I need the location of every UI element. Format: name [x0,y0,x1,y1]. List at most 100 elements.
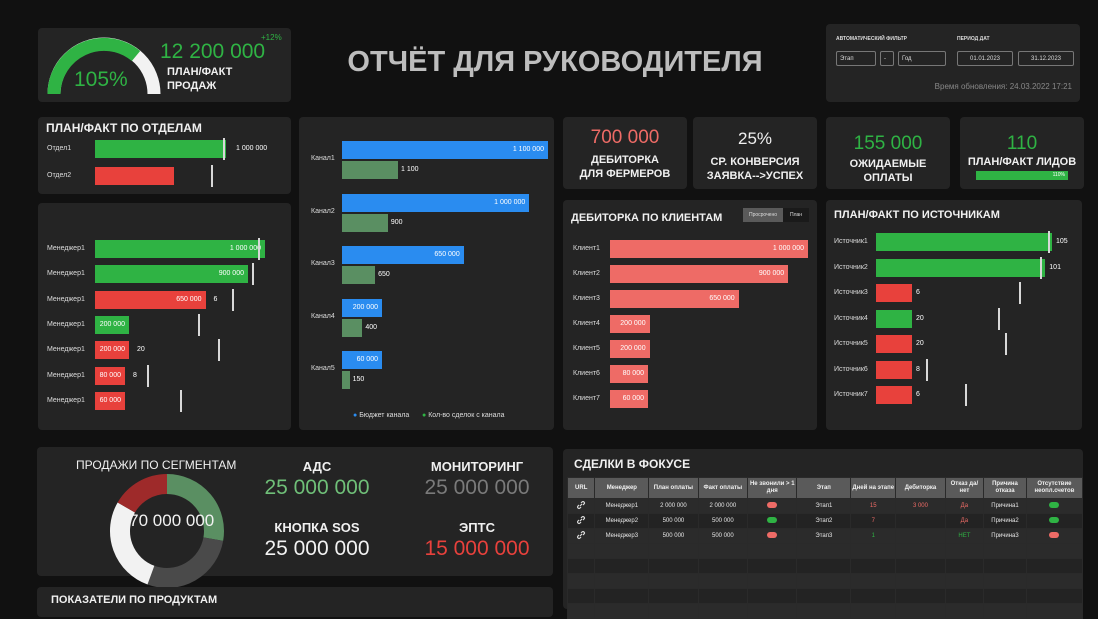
manager-value: 200 000 [99,320,125,328]
deal-stage: Этап2 [796,513,852,529]
kpi-debt-label-1: ДЕБИТОРКА [591,154,659,166]
source-label: Источник3 [834,289,868,296]
deals-body: Менеджер1 2 000 000 2 000 000 Этап1 15 3 000 Д… [566,498,1084,619]
channel-budget-bar [342,351,382,369]
deals-empty-cell [594,558,650,574]
deal-plan: 500 000 [648,528,699,544]
deals-column-header: Дебиторка [895,477,946,499]
channel-deals-bar [342,371,350,389]
deals-empty-cell [850,588,897,604]
sales-gauge [47,37,161,95]
sales-plan-fact-card: 105% 12 200 000 +12% ПЛАН/ФАКТ ПРОДАЖ [38,28,291,102]
department-target-tick [223,138,225,160]
deal-unpaid-indicator [1049,502,1060,508]
deals-row: Менеджер2 500 000 500 000 Этап2 7 Да Причина2 [566,513,1084,529]
kpi-leads-progress-label: 110% [1052,172,1065,178]
client-value: 200 000 [620,345,646,352]
deals-empty-cell [566,573,596,589]
page-title: ОТЧЁТ ДЛЯ РУКОВОДИТЕЛЯ [347,46,763,78]
kpi-debt-card: 700 000 ДЕБИТОРКА ДЛЯ ФЕРМЕРОВ [563,117,687,189]
manager-label: Менеджер1 [47,245,85,252]
deal-link-icon[interactable] [566,513,596,529]
manager-value: 650 000 [176,295,202,303]
deals-empty-row [566,588,1084,604]
manager-target-tick [180,389,182,412]
department-label: Отдел1 [47,145,72,152]
legend-deals: ● Кол-во сделок с канала [422,412,505,419]
donut-center-label: 170 000 000 [119,511,215,530]
segment-sos-name: КНОПКА SOS [274,520,360,535]
client-label: Клиент5 [573,345,600,352]
deal-no-call-indicator [767,517,778,523]
client-bar [610,390,648,408]
toggle-overdue[interactable]: Просрочено [743,208,783,222]
deal-plan: 2 000 000 [648,498,699,514]
deal-unpaid-cell [1025,513,1084,529]
deal-debt [895,528,946,544]
deals-table: URL Менеджер План оплаты Факт оплаты Не звон… [566,477,1084,619]
deal-link-icon[interactable] [566,498,596,514]
channel-budget-bar [342,141,548,159]
client-label: Клиент7 [573,395,600,402]
deals-empty-cell [895,603,946,619]
deals-empty-row [566,558,1084,574]
deal-no-call-indicator [767,502,778,508]
kpi-leads-progress-fill [976,171,1068,180]
deals-empty-cell [566,603,596,619]
deals-empty-cell [1025,573,1084,589]
deals-empty-cell [566,543,596,559]
channel-label: Канал1 [311,155,335,162]
client-value: 900 000 [758,270,785,277]
filter-stage-select[interactable]: Этап [836,51,876,66]
source-label: Источник4 [834,314,868,322]
source-target-tick [1040,256,1042,279]
clients-debt-card: ДЕБИТОРКА ПО КЛИЕНТАМ Просрочено План [563,200,817,430]
channel-label: Канал3 [311,260,335,267]
kpi-debt-label-2: ДЛЯ ФЕРМЕРОВ [579,168,671,180]
channel-deals-value: 900 [390,218,403,226]
deal-stage: Этап3 [796,528,852,544]
source-target-tick [965,384,967,406]
deals-column-header: Дней на этапе [850,477,897,499]
date-from-input[interactable]: 01.01.2023 [957,51,1013,66]
deal-no-call-cell [747,513,798,529]
deal-manager: Менеджер3 [594,528,650,544]
client-bar [610,265,789,283]
deals-empty-cell [747,603,798,619]
toggle-plan[interactable]: План [783,208,809,222]
segments-card: ПРОДАЖИ ПО СЕГМЕНТАМ 170 000 000 АДС 25 … [37,447,553,588]
deals-empty-cell [566,588,596,604]
manager-label: Менеджер1 [47,396,85,404]
deals-empty-cell [850,573,897,589]
deals-empty-cell [648,573,699,589]
client-value: 60 000 [622,395,644,402]
deals-empty-row [566,603,1084,619]
manager-bar [95,366,125,385]
source-bar [876,360,912,379]
deals-empty-cell [944,588,985,604]
deals-row: Менеджер1 2 000 000 2 000 000 Этап1 15 3 000 Д… [566,498,1084,514]
channel-deals-bar [342,161,398,179]
kpi-leads-label: ПЛАН/ФАКТ ЛИДОВ [967,156,1077,168]
source-label: Источник6 [834,365,868,373]
deals-empty-cell [697,588,749,604]
date-to-input[interactable]: 31.12.2023 [1018,51,1074,66]
deal-no-call-indicator [767,532,778,538]
source-target-tick [926,358,928,381]
filter-year-select[interactable]: Год [898,51,946,66]
legend-deals-label: Кол-во сделок с канала [428,412,505,419]
deals-column-header: Отказ да/нет [944,477,985,499]
deals-empty-cell [697,573,749,589]
filter-dash-select[interactable]: - [880,51,894,66]
deals-empty-cell [895,573,946,589]
deals-empty-cell [944,558,985,574]
deals-empty-cell [850,543,897,559]
deal-link-icon[interactable] [566,528,596,544]
kpi-leads-value: 110 [1006,133,1038,154]
deals-empty-cell [697,543,749,559]
deals-row: Менеджер3 500 000 500 000 Этап3 1 НЕТ Причина3 [566,528,1084,544]
deals-empty-cell [594,573,650,589]
manager-target-tick [218,339,220,362]
source-value: 20 [916,340,924,347]
update-time: Время обновления: 24.03.2022 17:21 [934,82,1072,91]
